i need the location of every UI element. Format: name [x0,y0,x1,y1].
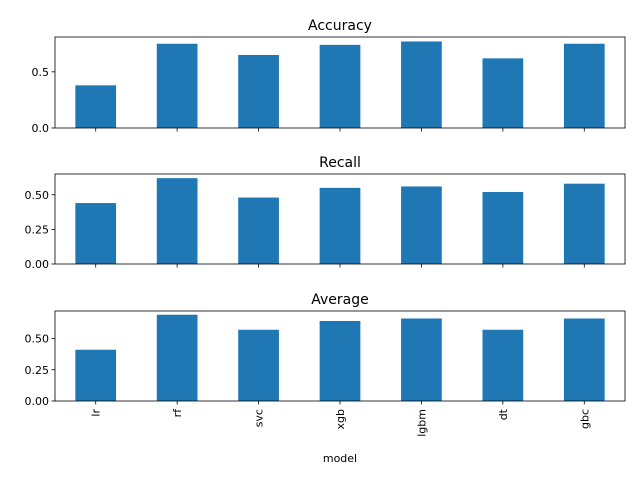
bar-gbc [563,183,605,264]
x-tick-label-lgbm: lgbm [415,409,428,437]
bar-xgb [319,321,361,401]
x-tick-label-gbc: gbc [578,409,591,429]
y-tick-label: 0.25 [25,364,50,377]
y-tick-label: 0.00 [25,395,50,408]
x-tick-label-lr: lr [90,409,103,417]
bar-lr [75,203,117,264]
bar-gbc [563,318,605,401]
panel-title: Recall [319,155,361,171]
bar-dt [482,58,524,128]
panel-title: Average [311,292,369,308]
x-tick-label-xgb: xgb [334,409,347,429]
bar-rf [156,314,198,401]
y-tick-label: 0.50 [25,333,50,346]
bar-lgbm [401,186,442,264]
bar-svc [238,329,279,401]
bar-xgb [319,187,361,264]
panel-accuracy: Accuracy 0.0 0.5 [32,18,626,135]
x-axis-label: model [323,452,357,465]
y-tick-label: 0.0 [32,122,50,135]
panel-title: Accuracy [308,18,372,34]
bar-dt [482,329,524,401]
bar-svc [238,54,279,128]
y-tick-label: 0.00 [25,258,50,271]
y-tick-label: 0.25 [25,223,50,236]
panel-recall: Recall 0.00 0.25 0.50 [25,155,626,271]
panel-average: Average 0.00 0.25 0.50 lr rf svc xgb lgbm dt gbc [25,292,626,437]
bar-lr [75,349,117,401]
bar-rf [156,178,198,264]
bar-gbc [563,43,605,129]
bar-svc [238,197,279,264]
x-tick-label-svc: svc [253,409,266,427]
x-tick-label-dt: dt [497,408,510,420]
x-tick-label-rf: rf [171,408,184,418]
y-tick-label: 0.50 [25,189,50,202]
bar-lgbm [401,318,442,401]
y-tick-label: 0.5 [32,66,50,79]
bar-dt [482,192,524,264]
bar-rf [156,43,198,129]
bar-xgb [319,44,361,128]
bar-lr [75,85,117,128]
bar-lgbm [401,41,442,128]
